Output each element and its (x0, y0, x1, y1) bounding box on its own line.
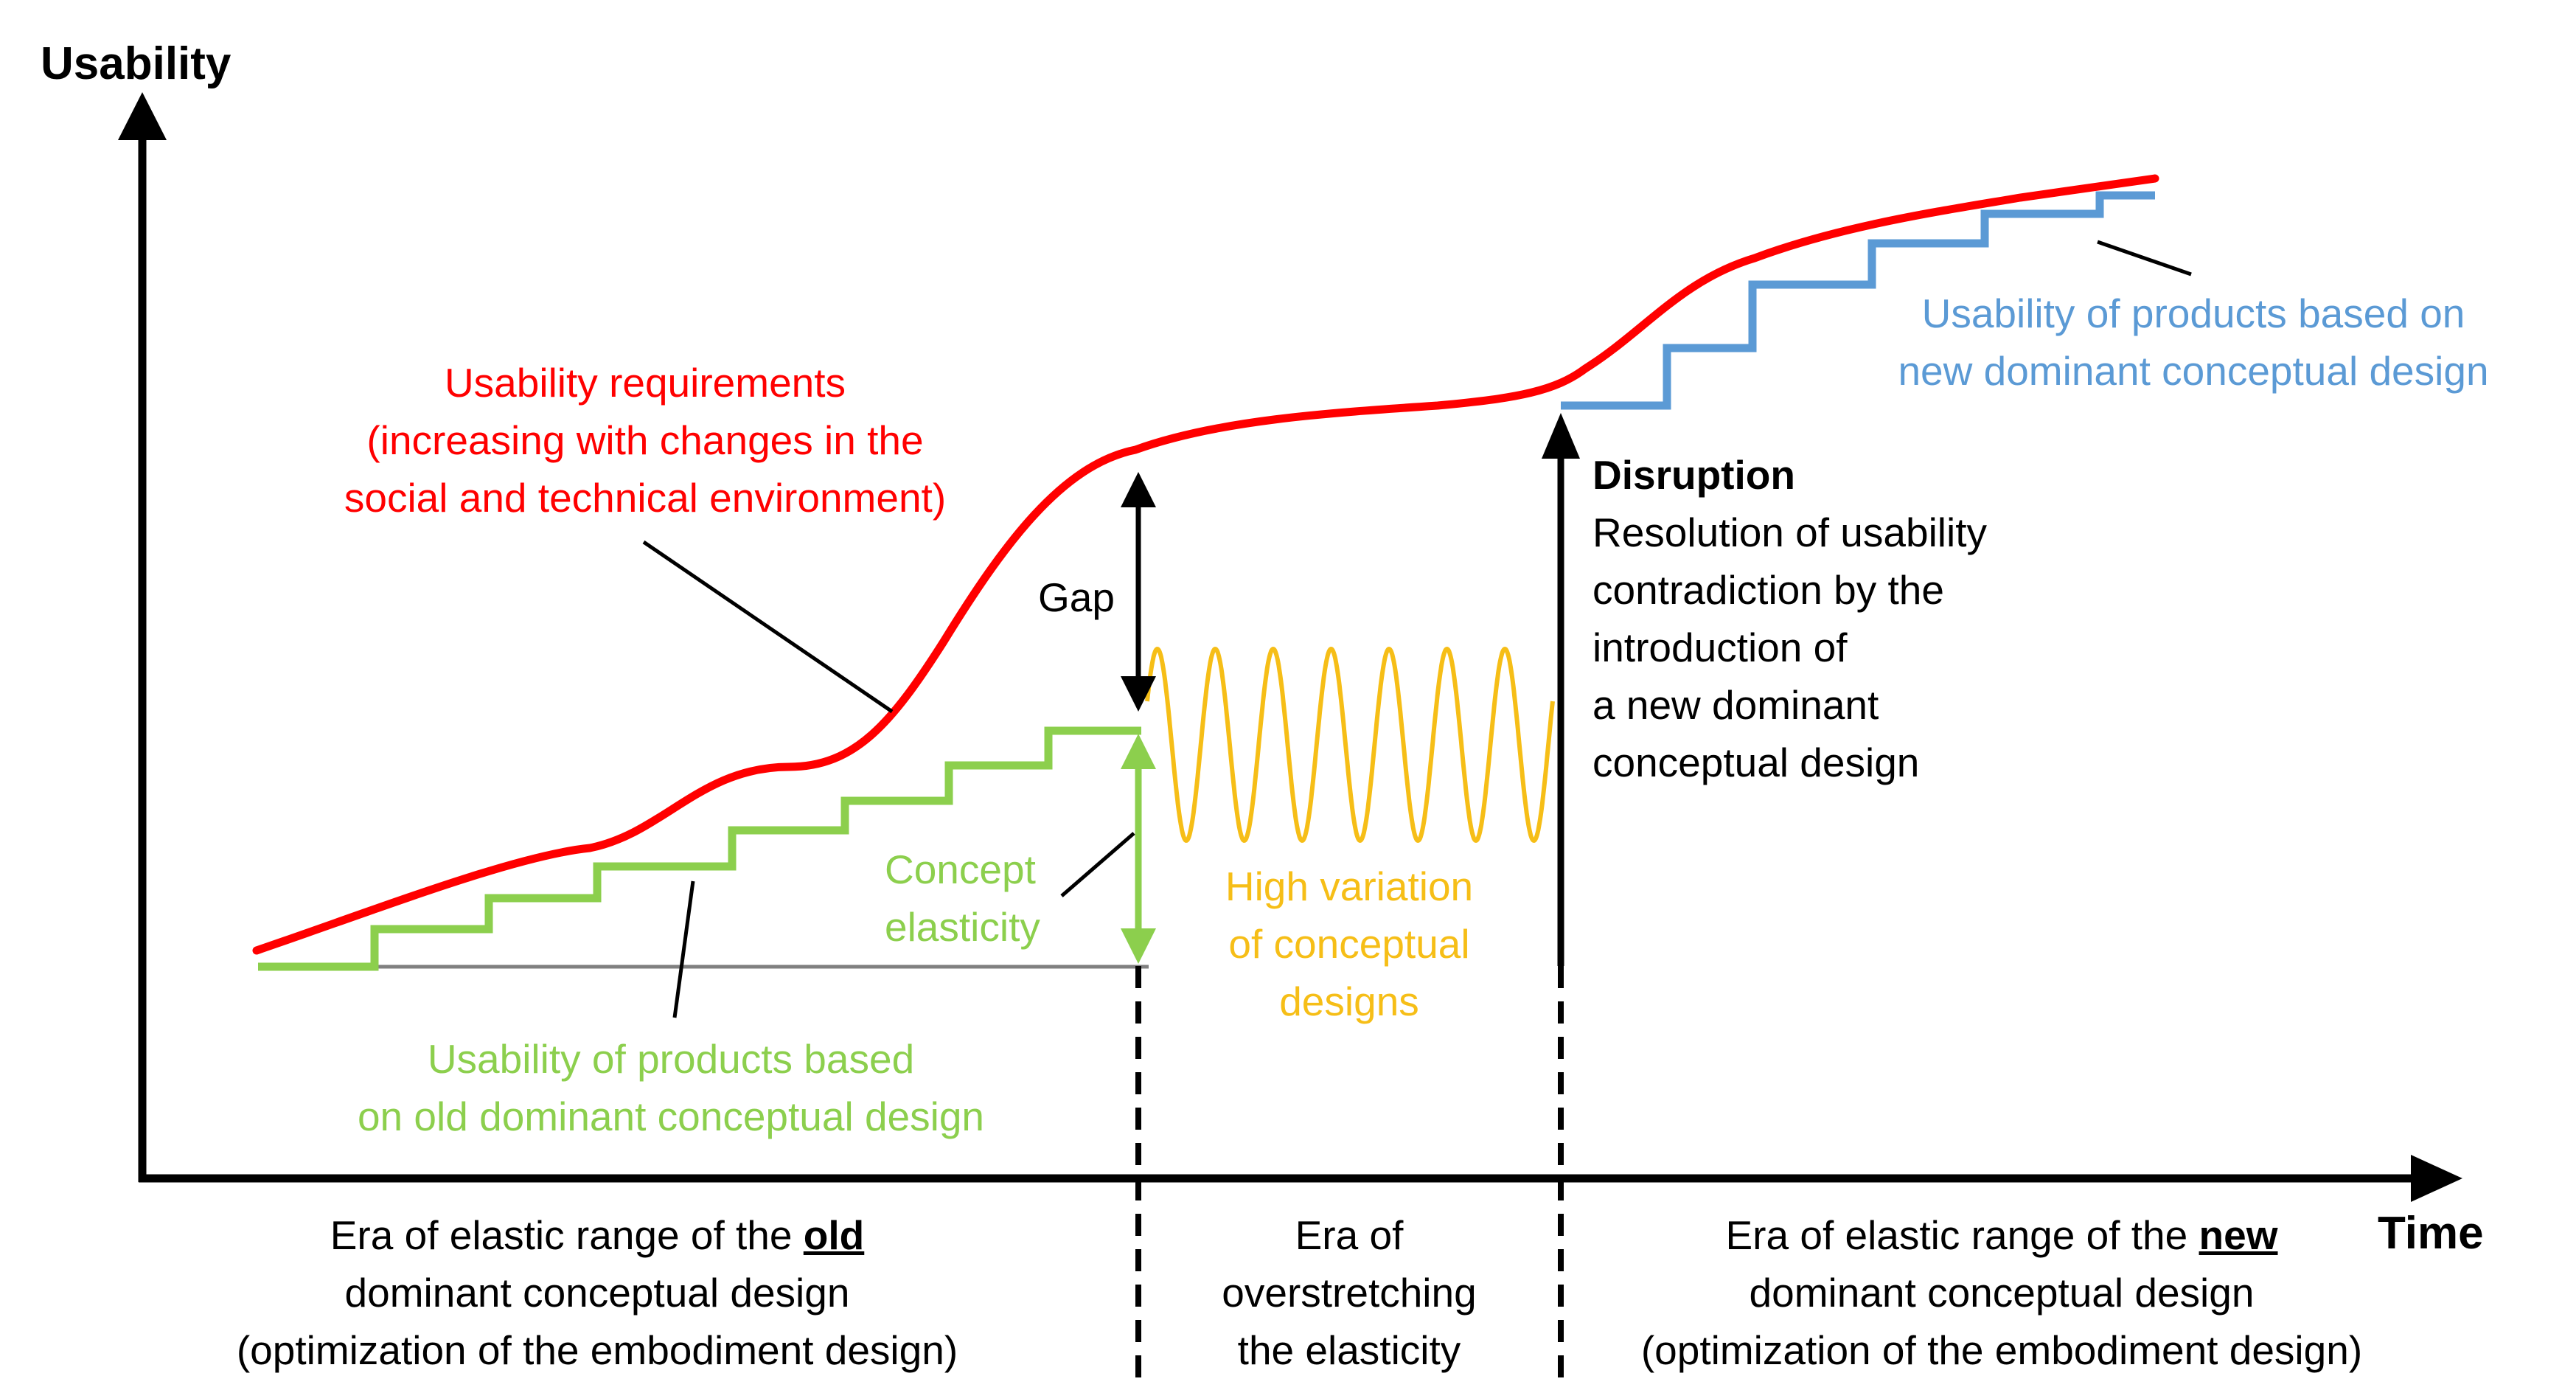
concept-elasticity-line-1: Concept (885, 847, 1036, 892)
disruption-line-4: a new dominant (1592, 682, 1879, 728)
old-products-label: Usability of products based on old domin… (280, 1030, 1062, 1145)
new-design-steps (1561, 191, 2155, 410)
requirements-leader (642, 540, 894, 714)
era-new-emphasis: new (2199, 1212, 2278, 1258)
era-old-emphasis: old (803, 1212, 865, 1258)
gap-label: Gap (1038, 574, 1115, 620)
old-products-leader (672, 880, 695, 1018)
elasticity-leader (1060, 832, 1135, 897)
disruption-line-1: Resolution of usability (1592, 510, 1988, 555)
variation-line-3: designs (1279, 979, 1419, 1024)
old-products-line-1: Usability of products based (427, 1036, 915, 1082)
disruption-block: Disruption Resolution of usability contr… (1592, 446, 1987, 791)
era-new-line-3: (optimization of the embodiment design) (1640, 1327, 2363, 1373)
variation-label: High variation of conceptual designs (1158, 858, 1541, 1030)
new-products-leader (2097, 240, 2192, 277)
new-products-line-1: Usability of products based on (1921, 291, 2465, 336)
y-axis-arrowhead (118, 92, 167, 140)
x-axis-arrowhead (2411, 1155, 2462, 1202)
concept-elasticity-label: Concept elasticity (885, 841, 1040, 956)
disruption-arrow-head (1542, 413, 1580, 459)
requirements-line-1: Usability requirements (444, 360, 846, 406)
era-old-caption: Era of elastic range of the old dominant… (159, 1206, 1036, 1379)
variation-line-2: of conceptual (1228, 921, 1470, 967)
variation-line-1: High variation (1225, 863, 1474, 909)
requirements-line-2: (increasing with changes in the (366, 417, 924, 463)
requirements-line-3: social and technical environment) (344, 475, 947, 521)
disruption-line-2: contradiction by the (1592, 567, 1944, 613)
era-old-line-3: (optimization of the embodiment design) (236, 1327, 958, 1373)
era-over-line-2: overstretching (1222, 1270, 1477, 1316)
disruption-line-5: conceptual design (1592, 740, 1920, 785)
y-axis-label: Usability (41, 38, 232, 89)
new-products-line-2: new dominant conceptual design (1898, 348, 2489, 394)
requirements-label: Usability requirements (increasing with … (280, 354, 1010, 527)
requirements-curve (252, 174, 2159, 955)
era-new-line-1: Era of elastic range of the new (1563, 1206, 2440, 1264)
disruption-title: Disruption (1592, 452, 1795, 498)
old-design-steps (258, 726, 1141, 971)
era-new-line-2: dominant conceptual design (1749, 1270, 2255, 1316)
elasticity-arrow-top (1121, 734, 1156, 769)
gap-arrow-bottom (1121, 676, 1156, 712)
era-over-line-3: the elasticity (1237, 1327, 1461, 1373)
era-new-caption: Era of elastic range of the new dominant… (1563, 1206, 2440, 1379)
gap-arrow-top (1121, 472, 1156, 507)
elasticity-arrow-bottom (1121, 928, 1156, 964)
x-axis-label: Time (2378, 1208, 2484, 1259)
era-old-line-2: dominant conceptual design (344, 1270, 850, 1316)
concept-elasticity-line-2: elasticity (885, 904, 1040, 950)
variation-wave (1145, 647, 1555, 843)
new-products-label: Usability of products based on new domin… (1828, 285, 2558, 400)
old-products-line-2: on old dominant conceptual design (357, 1094, 985, 1139)
era-over-caption: Era of overstretching the elasticity (1158, 1206, 1541, 1379)
disruption-line-3: introduction of (1592, 625, 1848, 670)
era-old-line-1: Era of elastic range of the old (159, 1206, 1036, 1264)
era-old-prefix: Era of elastic range of the (330, 1212, 804, 1258)
era-over-line-1: Era of (1295, 1212, 1404, 1258)
era-new-prefix: Era of elastic range of the (1725, 1212, 2199, 1258)
